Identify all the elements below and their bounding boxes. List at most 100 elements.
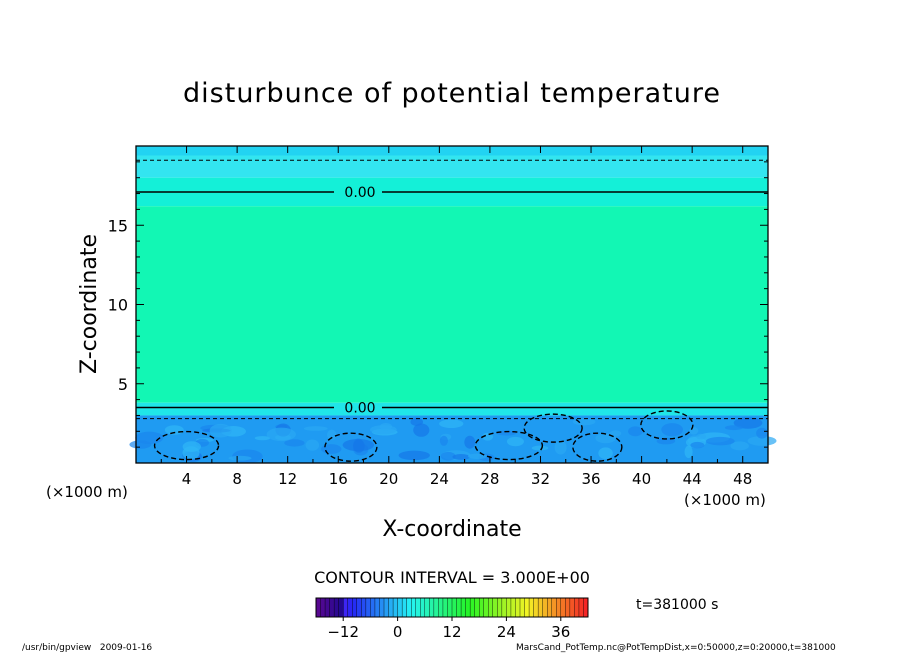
- colorbar-cell: [451, 597, 458, 618]
- colorbar-cell: [578, 597, 584, 618]
- x-tick-label: 16: [329, 470, 348, 488]
- texture-blob: [464, 435, 476, 449]
- texture-blob: [506, 436, 524, 447]
- texture-blob: [305, 439, 320, 451]
- texture-blob: [266, 427, 296, 442]
- texture-blob: [209, 423, 232, 438]
- texture-blob: [440, 451, 456, 461]
- texture-blob: [284, 439, 305, 447]
- texture-blob: [747, 435, 777, 446]
- texture-blob: [482, 432, 494, 441]
- colorbar-cell: [447, 597, 453, 618]
- texture-blob: [439, 435, 448, 446]
- colorbar-cell: [488, 597, 494, 618]
- colorbar-cell: [352, 597, 358, 618]
- contour-label: 0.00: [344, 401, 375, 417]
- texture-blob: [182, 441, 201, 452]
- colorbar-tick-label: 36: [551, 623, 570, 641]
- colorbar-cell: [370, 597, 376, 618]
- colorbar-tick-label: 24: [497, 623, 516, 641]
- x-tick-label: 44: [683, 470, 702, 488]
- texture-blob: [628, 426, 643, 437]
- colorbar-cell: [438, 597, 444, 618]
- time-label: t=381000 s: [636, 597, 718, 613]
- texture-blob: [661, 423, 684, 437]
- texture-blob: [756, 427, 768, 439]
- colorbar-tick-label: 0: [393, 623, 403, 641]
- texture-blob: [439, 419, 464, 429]
- texture-blob: [684, 445, 693, 459]
- colorbar-cell: [574, 597, 580, 618]
- colorbar-tick-label: 12: [442, 623, 461, 641]
- x-unit-right: (×1000 m): [684, 491, 766, 509]
- colorbar-cell: [460, 597, 467, 618]
- colorbar-cell: [429, 597, 435, 618]
- texture-blob: [531, 445, 549, 451]
- footer-right: MarsCand_PotTemp.nc@PotTempDist,x=0:5000…: [516, 643, 836, 653]
- y-tick-label: 5: [118, 375, 128, 394]
- colorbar-cell: [547, 597, 553, 618]
- colorbar-cell: [397, 597, 403, 618]
- negative-contour-blob: [474, 430, 544, 461]
- colorbar-cell: [333, 597, 340, 618]
- colorbar-cell: [524, 597, 530, 618]
- texture-blob: [496, 430, 517, 436]
- colorbar-cell: [492, 597, 498, 618]
- texture-blob: [303, 426, 328, 431]
- x-unit-left: (×1000 m): [46, 483, 128, 501]
- colorbar-cell: [388, 597, 394, 618]
- colorbar-cell: [469, 597, 476, 618]
- texture-blob: [689, 426, 699, 435]
- texture-blob: [413, 423, 430, 437]
- texture-blob: [705, 436, 735, 446]
- negative-contour-blob: [640, 410, 694, 440]
- colorbar-cell: [338, 597, 344, 618]
- texture-blob: [135, 431, 164, 445]
- chart-title: disturbunce of potential temperature: [183, 78, 721, 109]
- colorbar-cell: [365, 597, 371, 618]
- x-tick-label: 28: [480, 470, 499, 488]
- colorbar-cell: [519, 597, 526, 618]
- colorbar-cell: [361, 597, 367, 618]
- negative-contour-blob: [572, 432, 623, 462]
- colorbar-cell: [565, 597, 571, 618]
- colorbar-cell: [347, 597, 353, 618]
- x-tick-label: 32: [531, 470, 550, 488]
- x-ticks: 4 8 12 16 20 24 28 32 36 40 44 48: [160, 146, 752, 488]
- contour-label: 0.00: [344, 185, 375, 201]
- x-tick-label: 4: [182, 470, 192, 488]
- y-tick-label: 15: [108, 216, 128, 235]
- texture-blob: [164, 425, 184, 435]
- x-tick-label: 8: [232, 470, 242, 488]
- colorbar-cell: [533, 597, 539, 618]
- contour-interval: CONTOUR INTERVAL = 3.000E+00: [314, 568, 590, 587]
- negative-contour-blob: [324, 432, 378, 462]
- fill-band-4: [136, 402, 768, 416]
- colorbar-cell: [442, 597, 448, 618]
- fill-bands: [136, 146, 768, 463]
- colorbar-cell: [374, 597, 380, 618]
- fill-band-0: [136, 146, 768, 156]
- colorbar-cell: [556, 597, 562, 618]
- x-tick-label: 20: [379, 470, 398, 488]
- colorbar-cell: [501, 597, 507, 618]
- colorbar-cell: [506, 597, 512, 618]
- colorbar-cell: [551, 597, 557, 618]
- x-tick-label: 48: [733, 470, 752, 488]
- colorbar-cell: [465, 597, 471, 618]
- colorbar-cell: [343, 597, 349, 618]
- texture-blob: [598, 447, 613, 460]
- colorbar-cell: [542, 597, 548, 618]
- contour-lines: 0.00 0.00: [136, 159, 768, 462]
- texture-blob: [342, 438, 375, 452]
- colorbar-cell: [320, 597, 326, 618]
- texture-blob: [228, 455, 252, 461]
- texture-blob: [254, 436, 271, 441]
- colorbar-cell: [497, 597, 503, 618]
- y-axis-label: Z-coordinate: [77, 234, 102, 374]
- colorbar-cell: [510, 597, 516, 618]
- colorbar-cell: [456, 597, 462, 618]
- colorbar-ticks: −12 0 12 24 36: [327, 617, 570, 641]
- x-tick-label: 36: [581, 470, 600, 488]
